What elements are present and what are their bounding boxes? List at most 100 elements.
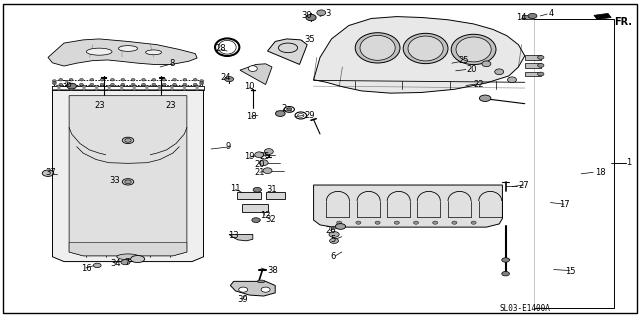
Ellipse shape xyxy=(225,77,234,82)
Ellipse shape xyxy=(408,36,444,61)
Ellipse shape xyxy=(111,83,115,86)
Ellipse shape xyxy=(82,85,86,87)
Text: 1: 1 xyxy=(627,158,632,167)
Ellipse shape xyxy=(69,78,73,81)
Ellipse shape xyxy=(528,13,537,19)
Text: 18: 18 xyxy=(595,168,606,177)
Ellipse shape xyxy=(121,83,125,86)
Ellipse shape xyxy=(163,78,166,81)
Ellipse shape xyxy=(502,258,509,262)
Ellipse shape xyxy=(257,280,265,283)
Text: 23: 23 xyxy=(165,101,176,110)
Text: 37: 37 xyxy=(45,168,56,177)
Polygon shape xyxy=(52,90,204,262)
Text: SL03-E1400A: SL03-E1400A xyxy=(499,304,550,313)
Ellipse shape xyxy=(538,63,544,67)
Text: 25: 25 xyxy=(260,152,270,161)
Text: 7: 7 xyxy=(124,258,129,267)
Ellipse shape xyxy=(108,85,111,87)
Bar xyxy=(525,63,541,68)
Text: FR.: FR. xyxy=(614,17,632,27)
Text: 6: 6 xyxy=(330,252,335,261)
Text: 17: 17 xyxy=(559,200,570,209)
Ellipse shape xyxy=(200,83,204,85)
Ellipse shape xyxy=(360,35,396,60)
Text: 29: 29 xyxy=(305,111,315,120)
Text: 34: 34 xyxy=(111,259,122,268)
Text: 11: 11 xyxy=(230,184,241,193)
Ellipse shape xyxy=(145,85,148,87)
Text: 24: 24 xyxy=(220,73,230,82)
Polygon shape xyxy=(594,13,611,19)
Ellipse shape xyxy=(70,85,74,87)
Text: 10: 10 xyxy=(244,82,255,91)
Ellipse shape xyxy=(173,83,177,86)
Ellipse shape xyxy=(52,80,56,82)
Ellipse shape xyxy=(52,81,56,83)
Ellipse shape xyxy=(157,89,161,91)
Ellipse shape xyxy=(157,85,161,87)
Polygon shape xyxy=(230,281,275,296)
Ellipse shape xyxy=(337,221,342,224)
Ellipse shape xyxy=(329,232,339,237)
Text: 5: 5 xyxy=(330,235,335,244)
Text: 12: 12 xyxy=(260,211,271,219)
Text: 23: 23 xyxy=(95,101,106,110)
Ellipse shape xyxy=(253,187,262,192)
Ellipse shape xyxy=(100,78,104,81)
Ellipse shape xyxy=(95,89,99,91)
Ellipse shape xyxy=(200,81,204,83)
Text: 25: 25 xyxy=(458,56,468,65)
Ellipse shape xyxy=(330,238,339,243)
Ellipse shape xyxy=(120,89,124,91)
Polygon shape xyxy=(69,96,187,256)
Text: 20: 20 xyxy=(467,65,477,74)
Polygon shape xyxy=(229,234,253,241)
Ellipse shape xyxy=(182,85,186,87)
Ellipse shape xyxy=(131,78,135,81)
Ellipse shape xyxy=(433,221,438,224)
Ellipse shape xyxy=(248,66,257,71)
Bar xyxy=(525,72,541,76)
Ellipse shape xyxy=(355,33,400,63)
Text: 9: 9 xyxy=(225,142,230,151)
Ellipse shape xyxy=(394,221,399,224)
Ellipse shape xyxy=(93,263,101,268)
Ellipse shape xyxy=(146,50,161,55)
Ellipse shape xyxy=(538,56,544,59)
Text: 16: 16 xyxy=(81,264,92,273)
Text: 38: 38 xyxy=(267,266,278,275)
Ellipse shape xyxy=(141,78,145,81)
Text: 30: 30 xyxy=(301,11,312,20)
Ellipse shape xyxy=(125,180,131,184)
Ellipse shape xyxy=(79,78,83,81)
Ellipse shape xyxy=(375,221,380,224)
Text: 21: 21 xyxy=(255,168,265,177)
Ellipse shape xyxy=(108,89,111,91)
Ellipse shape xyxy=(195,89,199,91)
Ellipse shape xyxy=(508,77,516,83)
Polygon shape xyxy=(240,64,272,85)
Ellipse shape xyxy=(252,218,260,223)
Ellipse shape xyxy=(120,85,124,87)
Ellipse shape xyxy=(183,83,187,86)
Ellipse shape xyxy=(59,83,63,86)
Polygon shape xyxy=(237,192,261,199)
Text: 20: 20 xyxy=(254,160,264,169)
Ellipse shape xyxy=(502,271,509,276)
Ellipse shape xyxy=(131,83,135,86)
Ellipse shape xyxy=(57,89,61,91)
Text: 28: 28 xyxy=(216,44,227,53)
Ellipse shape xyxy=(195,85,199,87)
Ellipse shape xyxy=(255,152,264,158)
Polygon shape xyxy=(314,17,525,93)
Ellipse shape xyxy=(90,83,93,86)
Ellipse shape xyxy=(183,78,187,81)
Ellipse shape xyxy=(70,89,74,91)
Polygon shape xyxy=(266,192,285,199)
Ellipse shape xyxy=(259,160,268,166)
Ellipse shape xyxy=(182,89,186,91)
Text: 27: 27 xyxy=(518,181,529,189)
Ellipse shape xyxy=(86,48,112,55)
Text: 31: 31 xyxy=(266,185,277,194)
